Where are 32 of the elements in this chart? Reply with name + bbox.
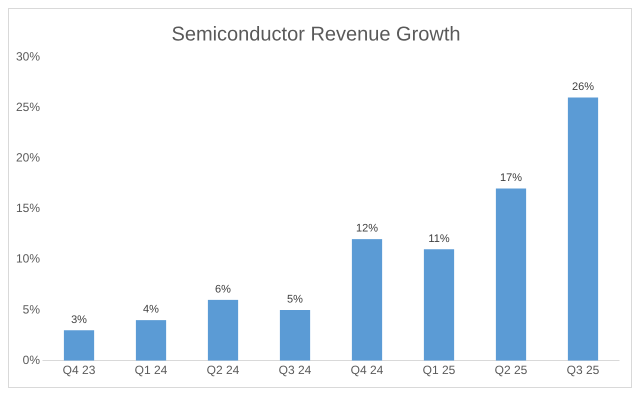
data-label: 26% bbox=[572, 81, 594, 94]
y-tick-label: 25% bbox=[16, 100, 40, 114]
data-label: 3% bbox=[71, 314, 88, 326]
bar bbox=[496, 188, 526, 361]
x-tick-label: Q4 23 bbox=[62, 363, 96, 378]
x-tick-label: Q1 25 bbox=[422, 363, 456, 378]
data-label: 6% bbox=[215, 283, 232, 296]
data-label: 11% bbox=[428, 232, 450, 245]
bar bbox=[352, 239, 382, 361]
bar bbox=[136, 320, 166, 361]
bar bbox=[568, 97, 598, 361]
y-tick-label: 30% bbox=[16, 49, 40, 64]
x-tick-label: Q3 24 bbox=[278, 363, 312, 378]
data-label: 4% bbox=[143, 304, 160, 316]
bar bbox=[64, 330, 94, 361]
y-tick-label: 0% bbox=[22, 352, 40, 367]
x-tick-label: Q2 24 bbox=[206, 363, 240, 378]
bar bbox=[424, 249, 454, 361]
bar bbox=[208, 300, 238, 361]
y-tick-label: 20% bbox=[16, 150, 40, 165]
x-tick-label: Q1 24 bbox=[134, 363, 168, 378]
data-label: 5% bbox=[287, 294, 304, 306]
y-tick-label: 5% bbox=[22, 302, 40, 316]
y-tick-label: 10% bbox=[16, 252, 40, 266]
x-tick-label: Q3 25 bbox=[566, 363, 600, 378]
data-label: 12% bbox=[356, 222, 378, 235]
x-tick-label: Q4 24 bbox=[350, 363, 384, 378]
data-label: 17% bbox=[500, 172, 522, 184]
x-tick-label: Q2 25 bbox=[494, 363, 528, 378]
chart-title: Semiconductor Revenue Growth bbox=[171, 24, 461, 46]
bar bbox=[280, 310, 310, 361]
y-tick-label: 15% bbox=[16, 201, 40, 216]
